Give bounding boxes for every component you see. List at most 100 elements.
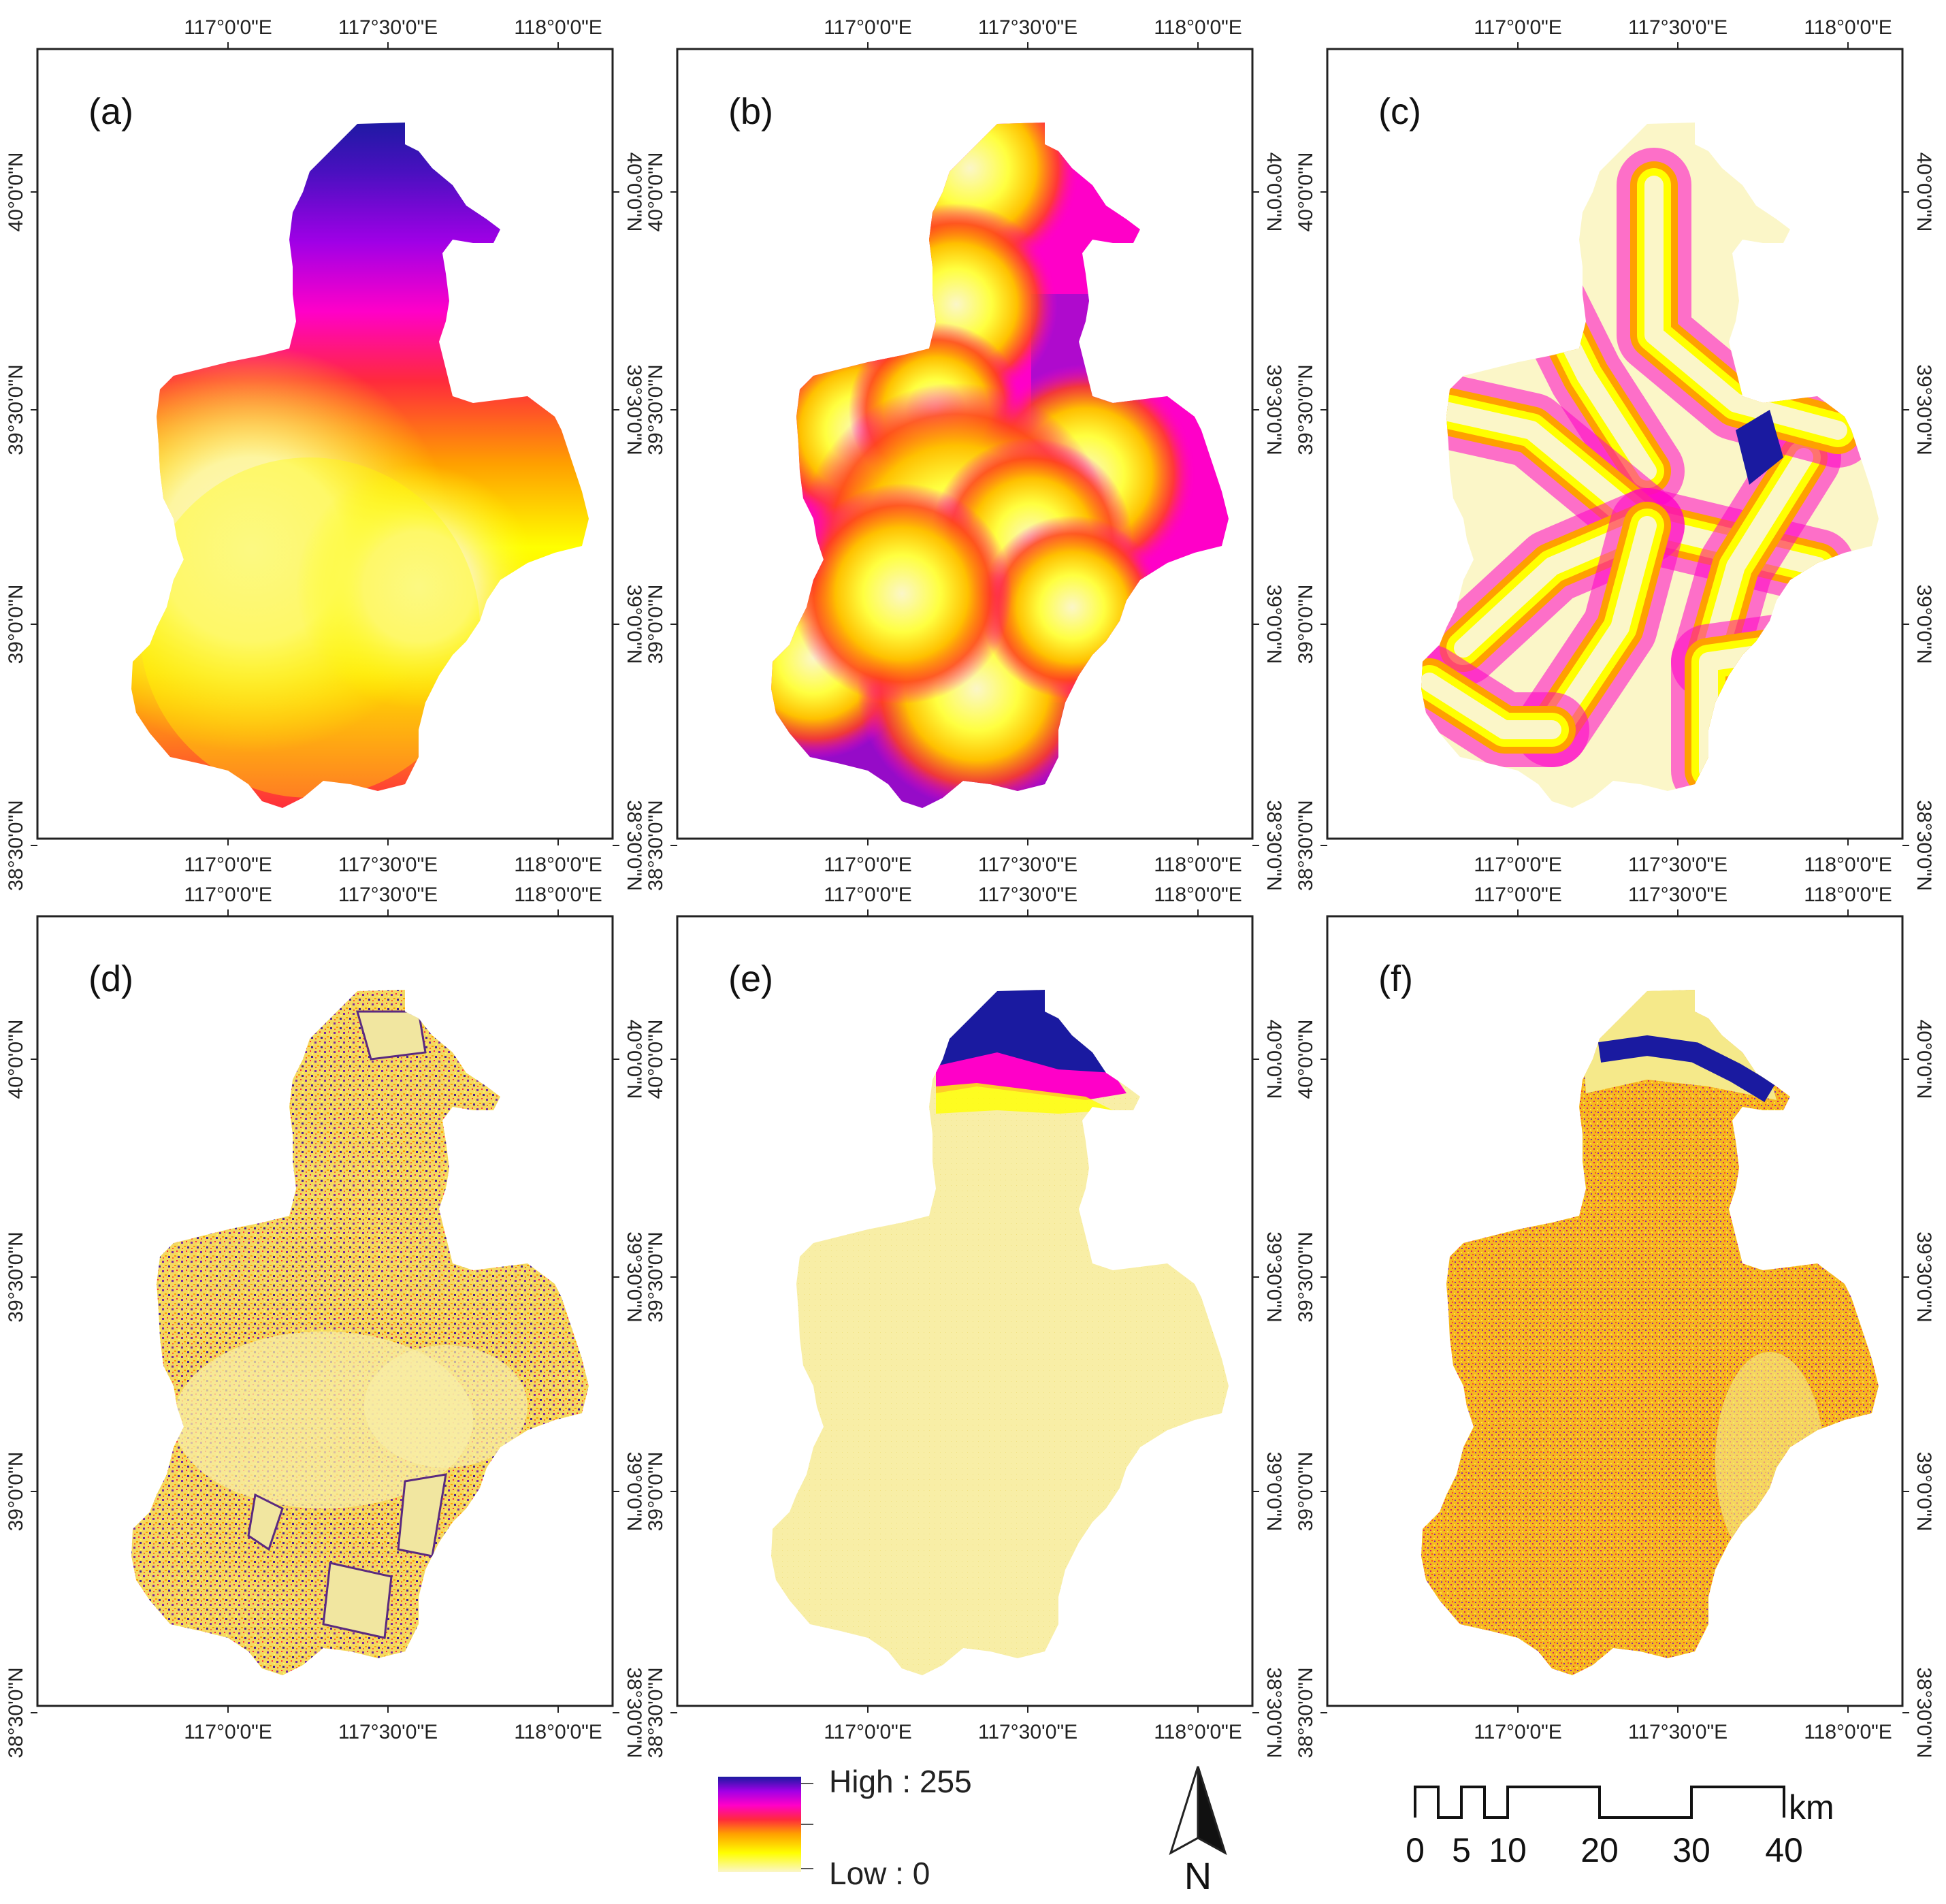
panel-letter: (e) [728,958,773,999]
scale-bar-tick-label: 20 [1580,1831,1619,1869]
map-panel-b: (b) 117°0'0"E 117°0'0"E 117°30'0"E 117°30'0"… [645,16,1285,891]
panel-frame [676,915,1254,1707]
scale-bar-unit: km [1789,1788,1834,1826]
y-tick-label-right: 40°0'0"N [1263,152,1285,232]
panel-letter: (b) [728,91,773,132]
y-tick-label-left: 39°0'0"N [1295,1452,1317,1532]
scale-bar-tick-label: 0 [1406,1831,1425,1869]
y-tick-label-left: 39°0'0"N [1295,585,1317,664]
y-tick-label-right: 39°30'0"N [1913,364,1935,455]
y-tick-label-right: 39°30'0"N [623,1231,645,1322]
north-arrow-icon: N [1169,1766,1227,1897]
y-tick-label-right: 39°30'0"N [1263,364,1285,455]
y-tick-label-left: 39°0'0"N [5,1452,27,1532]
x-tick-label-top: 118°0'0"E [1154,16,1242,39]
x-tick-label-bottom: 117°0'0"E [824,854,912,876]
legend: High : 255 Low : 0 [718,1764,972,1891]
x-tick-label-bottom: 118°0'0"E [1804,1721,1892,1743]
y-tick-label-left: 39°30'0"N [5,1231,27,1322]
y-tick-label-left: 40°0'0"N [645,1020,667,1099]
y-tick-label-left: 38°30'0"N [5,800,27,890]
y-tick-label-left: 39°30'0"N [1295,364,1317,455]
y-tick-label-right: 38°30'0"N [1913,1667,1935,1758]
x-tick-label-bottom: 118°0'0"E [514,854,602,876]
y-tick-label-left: 40°0'0"N [645,152,667,232]
x-tick-label-bottom: 118°0'0"E [514,1721,602,1743]
panel-frame [676,48,1254,840]
x-tick-label-top: 117°30'0"E [1628,884,1728,906]
x-tick-label-top: 117°30'0"E [978,884,1077,906]
y-tick-label-left: 39°30'0"N [5,364,27,455]
x-tick-label-top: 117°30'0"E [338,884,438,906]
x-tick-label-bottom: 117°30'0"E [1628,854,1728,876]
y-tick-label-right: 39°30'0"N [1913,1231,1935,1322]
legend-low-label: Low : 0 [829,1856,930,1891]
y-tick-label-right: 39°30'0"N [623,364,645,455]
y-tick-label-right: 39°0'0"N [623,1452,645,1532]
y-tick-label-right: 39°30'0"N [1263,1231,1285,1322]
y-tick-label-left: 38°30'0"N [1295,800,1317,890]
x-tick-label-bottom: 118°0'0"E [1804,854,1892,876]
legend-color-ramp [718,1777,801,1872]
y-tick-label-right: 39°0'0"N [1913,585,1935,664]
map-panel-a: (a) 117°0'0"E 117°0'0"E 117°30'0"E 117°30'0"… [5,16,645,891]
y-tick-label-right: 38°30'0"N [1913,800,1935,890]
x-tick-label-top: 117°30'0"E [338,16,438,39]
y-tick-label-left: 38°30'0"N [645,800,667,890]
y-tick-label-right: 38°30'0"N [623,800,645,890]
y-tick-label-left: 39°0'0"N [5,585,27,664]
y-tick-label-left: 40°0'0"N [1295,152,1317,232]
y-tick-label-right: 40°0'0"N [623,152,645,232]
panel-frame [36,48,614,840]
y-tick-label-right: 38°30'0"N [1263,800,1285,890]
y-tick-label-left: 40°0'0"N [5,1020,27,1099]
x-tick-label-top: 117°0'0"E [1474,884,1562,906]
x-tick-label-top: 118°0'0"E [1804,16,1892,39]
scale-bar-tick-label: 40 [1765,1831,1803,1869]
x-tick-label-bottom: 118°0'0"E [1154,1721,1242,1743]
map-panel-f: (f) 117°0'0"E 117°0'0"E 117°30'0"E 117°30'0"… [1295,884,1935,1758]
y-tick-label-right: 40°0'0"N [623,1020,645,1099]
y-tick-label-left: 39°0'0"N [645,585,667,664]
x-tick-label-top: 117°0'0"E [184,884,272,906]
y-tick-label-right: 38°30'0"N [1263,1667,1285,1758]
scale-bar-tick-label: 30 [1672,1831,1710,1869]
x-tick-label-bottom: 117°30'0"E [978,1721,1077,1743]
panel-letter: (f) [1378,958,1413,999]
x-tick-label-top: 118°0'0"E [514,884,602,906]
y-tick-label-right: 39°0'0"N [1263,585,1285,664]
x-tick-label-bottom: 117°0'0"E [1474,1721,1562,1743]
y-tick-label-left: 38°30'0"N [1295,1667,1317,1758]
x-tick-label-bottom: 117°0'0"E [1474,854,1562,876]
y-tick-label-right: 40°0'0"N [1263,1020,1285,1099]
x-tick-label-bottom: 118°0'0"E [1154,854,1242,876]
scale-bar-tick-label: 10 [1489,1831,1527,1869]
x-tick-label-top: 117°0'0"E [824,16,912,39]
north-arrow-label: N [1184,1854,1212,1897]
x-tick-label-top: 117°0'0"E [824,884,912,906]
x-tick-label-bottom: 117°30'0"E [1628,1721,1728,1743]
x-tick-label-top: 117°30'0"E [1628,16,1728,39]
y-tick-label-right: 40°0'0"N [1913,1020,1935,1099]
y-tick-label-left: 39°30'0"N [645,364,667,455]
x-tick-label-top: 118°0'0"E [514,16,602,39]
map-panel-c: (c) 117°0'0"E 117°0'0"E 117°30'0"E 117°30'0"… [1295,16,1935,891]
panel-frame [1326,48,1904,840]
panel-letter: (c) [1378,91,1421,132]
y-tick-label-right: 39°0'0"N [1913,1452,1935,1532]
x-tick-label-bottom: 117°0'0"E [184,1721,272,1743]
x-tick-label-top: 117°0'0"E [184,16,272,39]
panel-letter: (a) [88,91,133,132]
y-tick-label-right: 40°0'0"N [1913,152,1935,232]
x-tick-label-bottom: 117°30'0"E [338,854,438,876]
x-tick-label-top: 117°30'0"E [978,16,1077,39]
panel-frame [1326,915,1904,1707]
map-panel-d: (d) 117°0'0"E 117°0'0"E 117°30'0"E 117°30'0"… [5,884,645,1758]
scale-bar-tick-label: 5 [1452,1831,1471,1869]
y-tick-label-left: 40°0'0"N [5,152,27,232]
y-tick-label-right: 39°0'0"N [623,585,645,664]
legend-high-label: High : 255 [829,1764,972,1799]
panel-letter: (d) [88,958,133,999]
y-tick-label-left: 39°0'0"N [645,1452,667,1532]
